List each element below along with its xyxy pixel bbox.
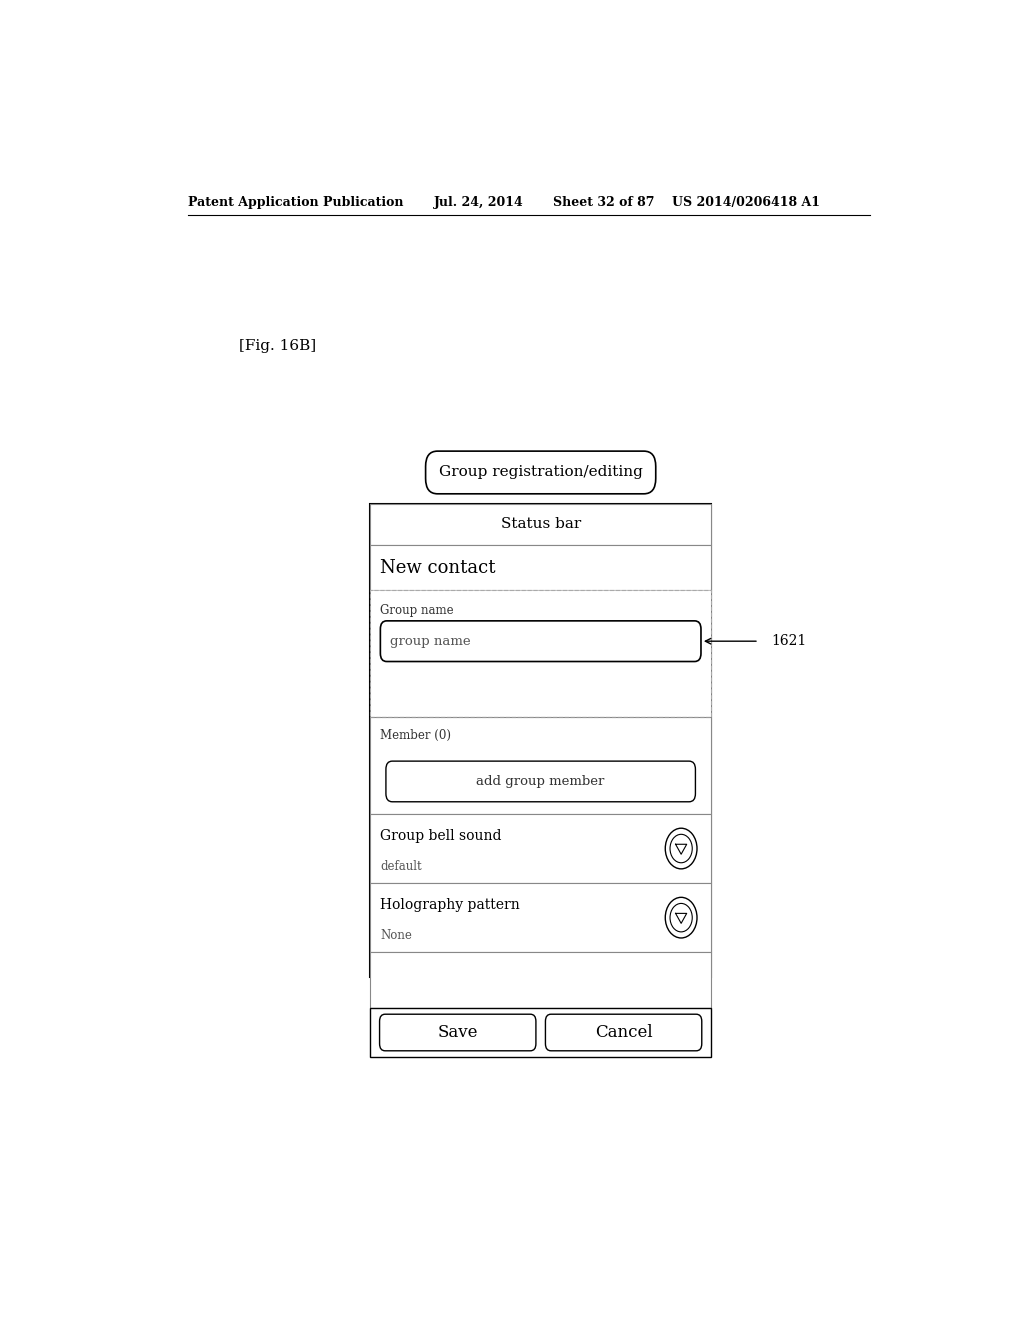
FancyBboxPatch shape <box>380 1014 536 1051</box>
Bar <box>370 590 712 718</box>
Text: 1621: 1621 <box>771 634 806 648</box>
Text: Group bell sound: Group bell sound <box>380 829 502 843</box>
Text: add group member: add group member <box>476 775 605 788</box>
FancyBboxPatch shape <box>426 451 655 494</box>
Bar <box>370 814 712 883</box>
Text: Group name: Group name <box>380 605 454 618</box>
Bar <box>370 1008 712 1057</box>
Bar <box>370 952 712 1008</box>
FancyBboxPatch shape <box>546 1014 701 1051</box>
FancyBboxPatch shape <box>380 620 701 661</box>
FancyBboxPatch shape <box>386 762 695 801</box>
Text: New contact: New contact <box>380 558 496 577</box>
Bar <box>370 504 712 545</box>
Text: Status bar: Status bar <box>501 517 581 532</box>
Text: default: default <box>380 861 422 874</box>
Bar <box>370 504 712 977</box>
Bar <box>370 545 712 590</box>
Text: [Fig. 16B]: [Fig. 16B] <box>240 339 316 354</box>
Text: Group registration/editing: Group registration/editing <box>438 466 643 479</box>
Text: Member (0): Member (0) <box>380 729 452 742</box>
Text: Jul. 24, 2014: Jul. 24, 2014 <box>433 195 523 209</box>
Text: Patent Application Publication: Patent Application Publication <box>187 195 403 209</box>
Bar <box>370 883 712 952</box>
Text: group name: group name <box>390 635 470 648</box>
Text: US 2014/0206418 A1: US 2014/0206418 A1 <box>672 195 819 209</box>
Bar <box>370 718 712 814</box>
Text: Holography pattern: Holography pattern <box>380 899 520 912</box>
Text: Save: Save <box>437 1024 478 1041</box>
Text: Sheet 32 of 87: Sheet 32 of 87 <box>553 195 654 209</box>
Text: None: None <box>380 929 413 942</box>
Text: Cancel: Cancel <box>595 1024 652 1041</box>
